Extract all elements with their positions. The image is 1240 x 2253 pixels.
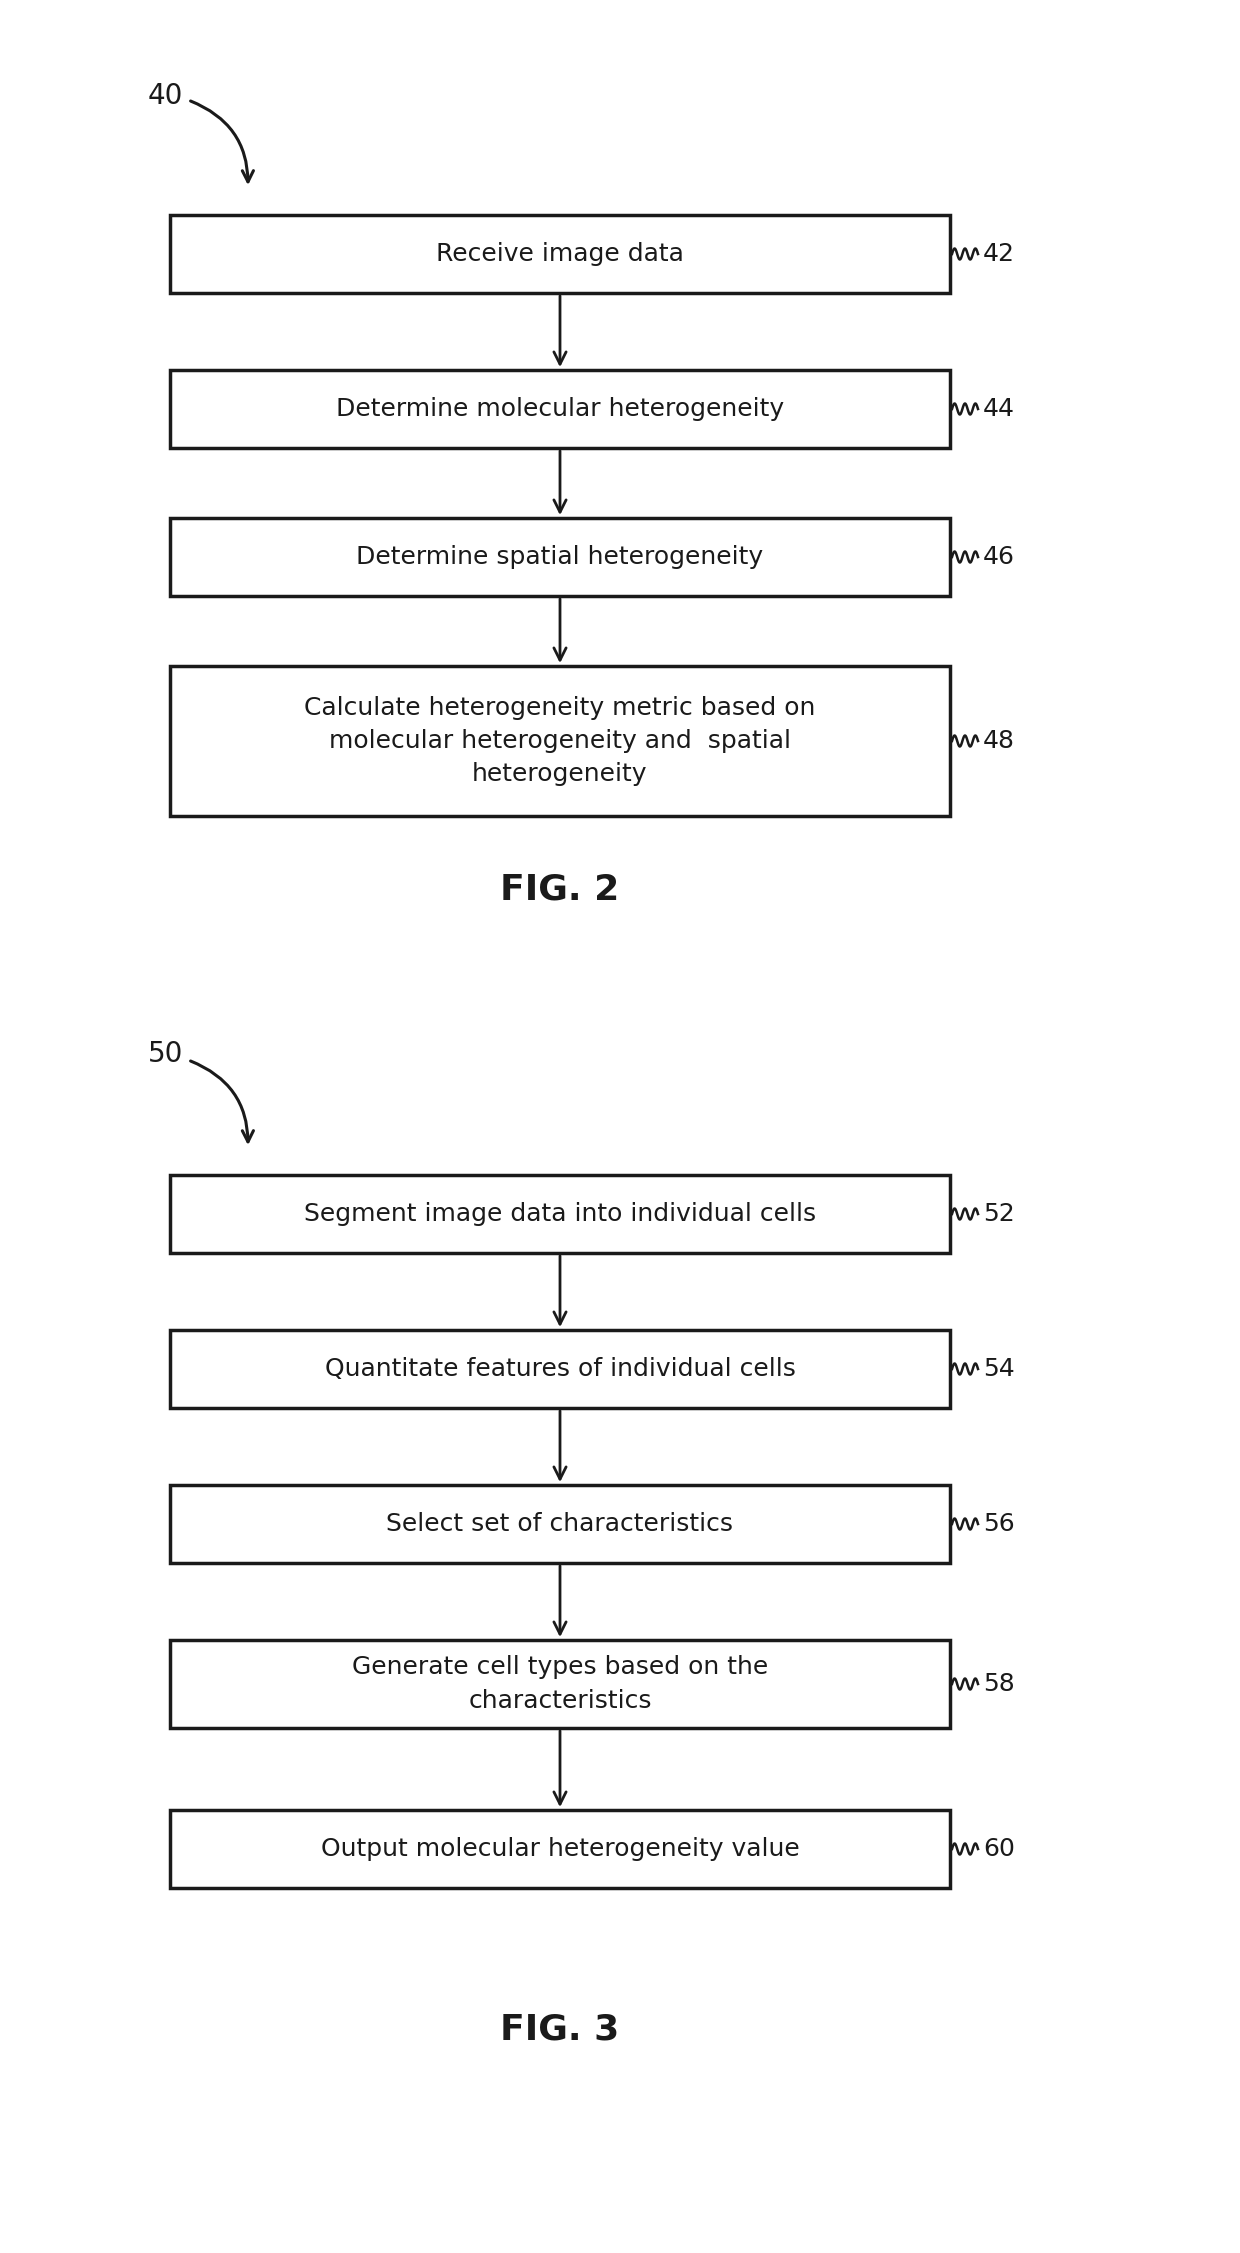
- Text: FIG. 3: FIG. 3: [501, 2012, 620, 2048]
- Text: Receive image data: Receive image data: [436, 241, 684, 266]
- Text: Quantitate features of individual cells: Quantitate features of individual cells: [325, 1356, 795, 1381]
- Bar: [170, 518, 950, 597]
- Text: Determine molecular heterogeneity: Determine molecular heterogeneity: [336, 397, 784, 421]
- Text: Segment image data into individual cells: Segment image data into individual cells: [304, 1203, 816, 1226]
- Text: Select set of characteristics: Select set of characteristics: [387, 1512, 734, 1537]
- Text: 48: 48: [983, 730, 1016, 753]
- Text: 54: 54: [983, 1356, 1014, 1381]
- Text: 46: 46: [983, 545, 1016, 570]
- Text: 42: 42: [983, 241, 1016, 266]
- Text: Determine spatial heterogeneity: Determine spatial heterogeneity: [356, 545, 764, 570]
- Text: 58: 58: [983, 1672, 1014, 1697]
- Text: 60: 60: [983, 1836, 1014, 1861]
- Bar: [170, 1485, 950, 1564]
- Bar: [170, 214, 950, 293]
- Text: FIG. 2: FIG. 2: [501, 872, 620, 908]
- Text: 44: 44: [983, 397, 1016, 421]
- Text: 52: 52: [983, 1203, 1014, 1226]
- Text: Output molecular heterogeneity value: Output molecular heterogeneity value: [321, 1836, 800, 1861]
- Bar: [170, 1176, 950, 1253]
- Bar: [170, 1329, 950, 1408]
- Bar: [170, 369, 950, 448]
- Bar: [170, 1809, 950, 1888]
- Text: Calculate heterogeneity metric based on
molecular heterogeneity and  spatial
het: Calculate heterogeneity metric based on …: [304, 696, 816, 786]
- Text: Generate cell types based on the
characteristics: Generate cell types based on the charact…: [352, 1656, 768, 1712]
- Text: 40: 40: [148, 81, 184, 110]
- Text: 56: 56: [983, 1512, 1014, 1537]
- Bar: [170, 1640, 950, 1728]
- Text: 50: 50: [148, 1041, 184, 1068]
- Bar: [170, 667, 950, 816]
